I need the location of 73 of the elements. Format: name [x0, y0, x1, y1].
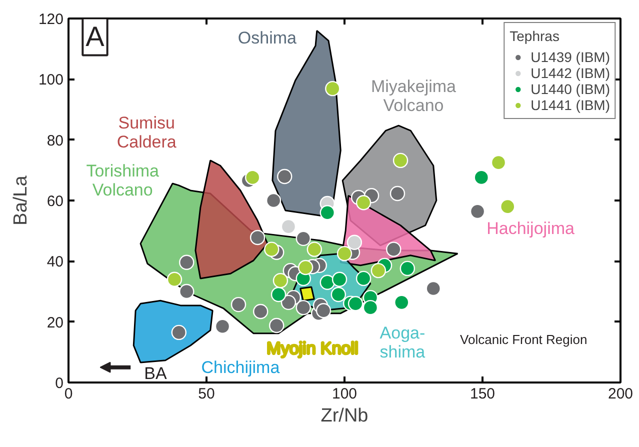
y-tick-label: 120 — [38, 11, 64, 28]
x-tick-label: 150 — [470, 386, 496, 402]
point — [316, 303, 332, 318]
point — [426, 280, 441, 296]
legend-label: U1440 (IBM) — [530, 81, 610, 97]
y-tick-label: 60 — [46, 193, 64, 210]
point — [348, 296, 364, 312]
point — [490, 154, 506, 170]
legend-label: U1441 (IBM) — [530, 97, 610, 113]
series-label: Oshima — [238, 28, 298, 48]
point — [320, 274, 335, 290]
point — [474, 170, 489, 186]
point — [179, 254, 194, 270]
point — [400, 260, 416, 276]
y-tick-label: 100 — [38, 72, 64, 89]
point — [272, 272, 288, 288]
point — [346, 234, 362, 250]
point — [470, 204, 486, 220]
point — [264, 242, 280, 257]
x-tick-label: 50 — [198, 386, 215, 402]
point — [386, 242, 402, 257]
point — [277, 168, 292, 184]
point — [370, 262, 386, 278]
series-label: Miyakejima Volcano — [370, 76, 457, 115]
series-label: Chichijima — [201, 358, 280, 377]
text: Myojin Knoll — [266, 339, 358, 358]
y-axis-title: Ba/La — [10, 175, 32, 226]
point — [252, 304, 268, 320]
point — [296, 230, 311, 246]
point — [296, 300, 311, 316]
series-label: Aoga- shima — [380, 323, 426, 362]
point — [306, 242, 322, 257]
point — [325, 80, 340, 96]
point — [166, 272, 182, 287]
point — [266, 192, 282, 208]
legend-label: U1439 (IBM) — [530, 49, 610, 65]
point — [392, 152, 408, 168]
x-tick-label: 200 — [608, 386, 634, 402]
legend-label: U1442 (IBM) — [530, 65, 610, 81]
point — [320, 205, 335, 220]
point — [356, 270, 372, 286]
point — [214, 318, 230, 334]
point — [330, 286, 346, 302]
point — [336, 246, 352, 262]
point — [269, 318, 284, 334]
y-tick-label: 40 — [46, 254, 64, 271]
point — [250, 230, 266, 246]
series-label: Torishima Volcano — [86, 161, 160, 200]
point — [332, 272, 348, 287]
point — [394, 294, 410, 310]
point — [280, 294, 296, 310]
text: Hachijojima — [486, 218, 575, 238]
annotation: BA — [144, 364, 168, 383]
text: Sumisu Caldera — [116, 114, 177, 152]
legend-title: Tephras — [510, 28, 560, 44]
x-axis-title: Zr/Nb — [320, 406, 368, 426]
point — [280, 219, 296, 234]
point — [230, 296, 246, 312]
point — [270, 286, 286, 302]
y-tick-label: 80 — [46, 132, 64, 150]
point — [179, 284, 194, 300]
point — [500, 198, 516, 214]
y-tick-label: 20 — [46, 314, 64, 332]
point — [171, 324, 186, 340]
point — [362, 300, 378, 316]
x-tick-label: 100 — [332, 386, 358, 402]
y-tick-label: 0 — [55, 375, 64, 392]
point — [244, 170, 260, 186]
point — [356, 195, 372, 210]
point — [298, 260, 314, 276]
annotation: Volcanic Front Region — [460, 332, 588, 347]
annotation: A — [86, 21, 105, 52]
point — [390, 186, 406, 202]
